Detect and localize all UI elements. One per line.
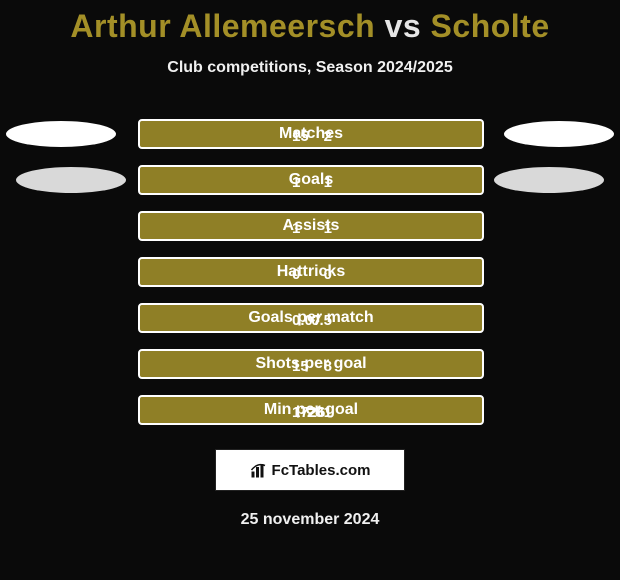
stat-value-right: 281: [307, 397, 332, 427]
bars-icon: [250, 461, 268, 479]
stat-row: 1 Assists 1: [0, 211, 620, 241]
stat-value-right: 0.5: [311, 305, 332, 335]
player1-marker-ellipse: [16, 167, 126, 193]
stat-row: 15 Matches 2: [0, 119, 620, 149]
stat-bar: 1 Assists 1: [138, 211, 484, 241]
player2-marker-ellipse: [504, 121, 614, 147]
stat-row: 0 Hattricks 0: [0, 257, 620, 287]
title-player1: Arthur Allemeersch: [70, 8, 375, 44]
title-vs: vs: [385, 8, 422, 44]
stat-value-right: 0: [324, 259, 332, 289]
stat-value-left: 1: [292, 213, 300, 243]
stat-value-left: 0: [292, 259, 300, 289]
stat-value-left: 1: [292, 167, 300, 197]
stat-value-right: 8: [324, 351, 332, 381]
stat-value-right: 1: [324, 167, 332, 197]
stat-row: 15 Shots per goal 8: [0, 349, 620, 379]
stat-label: Matches: [279, 125, 343, 143]
stat-bar: 1726 Min per goal 281: [138, 395, 484, 425]
date-text: 25 november 2024: [0, 511, 620, 529]
stat-bar: 15 Shots per goal 8: [138, 349, 484, 379]
stat-bar: 0 Hattricks 0: [138, 257, 484, 287]
stat-value-right: 2: [324, 121, 332, 151]
stat-row: 1726 Min per goal 281: [0, 395, 620, 425]
stat-row: 0.07 Goals per match 0.5: [0, 303, 620, 333]
stat-value-left: 15: [292, 121, 309, 151]
stat-bar: 1 Goals 1: [138, 165, 484, 195]
logo-text: FcTables.com: [272, 462, 371, 479]
subtitle: Club competitions, Season 2024/2025: [0, 59, 620, 77]
title-player2: Scholte: [431, 8, 550, 44]
stat-bar: 15 Matches 2: [138, 119, 484, 149]
stat-row: 1 Goals 1: [0, 165, 620, 195]
stat-label: Hattricks: [277, 263, 345, 281]
player2-marker-ellipse: [494, 167, 604, 193]
comparison-title: Arthur Allemeersch vs Scholte: [0, 0, 620, 45]
stat-value-right: 1: [324, 213, 332, 243]
player1-marker-ellipse: [6, 121, 116, 147]
stat-bar: 0.07 Goals per match 0.5: [138, 303, 484, 333]
fctables-logo: FcTables.com: [215, 449, 405, 491]
stat-value-left: 15: [292, 351, 309, 381]
stat-label: Shots per goal: [255, 355, 366, 373]
stats-chart: 15 Matches 2 1 Goals 1 1 Assists 1 0 Hat…: [0, 119, 620, 425]
